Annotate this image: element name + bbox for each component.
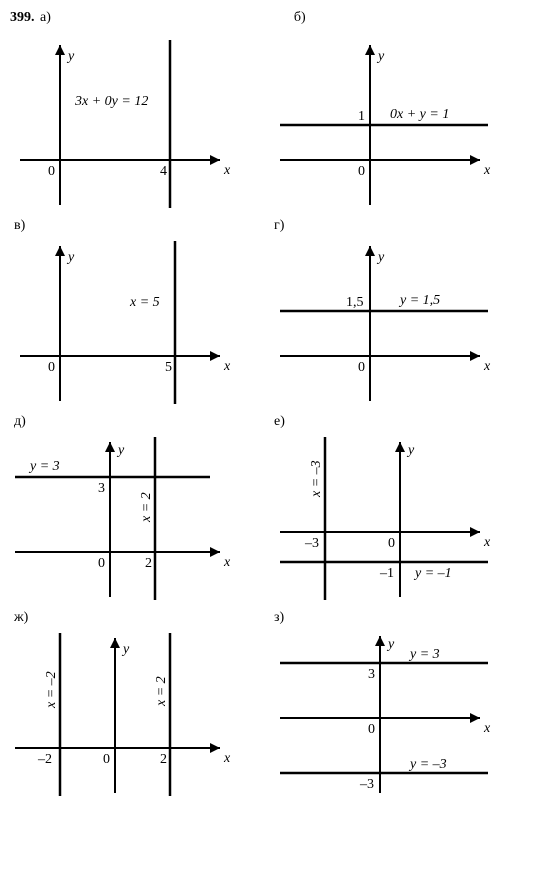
panel-a-label-inline: а) bbox=[40, 10, 51, 25]
x-axis-label: x bbox=[483, 163, 491, 178]
equation-yn1: y = –1 bbox=[413, 566, 452, 581]
equation-g: y = 1,5 bbox=[398, 293, 440, 308]
panel-e: е) y x 0 –3 –1 x = –3 y = –1 bbox=[270, 414, 530, 602]
panel-zh: ж) y x 0 –2 2 x = –2 x = 2 bbox=[10, 610, 270, 798]
panel-g-label: г) bbox=[274, 218, 530, 234]
x-axis-label: x bbox=[483, 359, 491, 374]
row-2: в) y x 0 5 x = 5 г) y x 0 1,5 y = 1,5 bbox=[10, 218, 540, 406]
equation-b: 0x + y = 1 bbox=[390, 107, 449, 122]
origin-label: 0 bbox=[48, 360, 55, 375]
chart-e: y x 0 –3 –1 x = –3 y = –1 bbox=[270, 432, 500, 602]
x-axis-label: x bbox=[223, 751, 231, 766]
panel-z-label: з) bbox=[274, 610, 530, 626]
tick-n2: –2 bbox=[37, 752, 52, 767]
panel-z: з) y x 0 3 –3 y = 3 y = –3 bbox=[270, 610, 530, 798]
y-axis-label: y bbox=[376, 49, 385, 64]
x-axis-label: x bbox=[483, 535, 491, 550]
origin-label: 0 bbox=[98, 556, 105, 571]
y-axis-label: y bbox=[376, 250, 385, 265]
tick-2: 2 bbox=[160, 752, 167, 767]
origin-label: 0 bbox=[388, 536, 395, 551]
chart-v: y x 0 5 x = 5 bbox=[10, 236, 240, 406]
panel-v-label: в) bbox=[14, 218, 270, 234]
panel-b-label-inline: б) bbox=[294, 10, 306, 25]
equation-x2: x = 2 bbox=[154, 676, 169, 707]
x-axis-label: x bbox=[483, 721, 491, 736]
panel-b: y x 0 1 0x + y = 1 bbox=[270, 30, 530, 210]
y-axis-label: y bbox=[386, 637, 395, 652]
panel-e-label: е) bbox=[274, 414, 530, 430]
equation-xn3: x = –3 bbox=[309, 460, 324, 498]
tick-5: 5 bbox=[165, 360, 172, 375]
tick-n1: –1 bbox=[379, 566, 394, 581]
equation-v: x = 5 bbox=[129, 295, 160, 310]
tick-n3: –3 bbox=[359, 777, 374, 792]
row-1: y x 0 4 3x + 0y = 12 y x 0 1 0x + y = 1 bbox=[10, 30, 540, 210]
chart-a: y x 0 4 3x + 0y = 12 bbox=[10, 30, 240, 210]
y-axis-label: y bbox=[121, 642, 130, 657]
tick-1: 1 bbox=[358, 109, 365, 124]
equation-xn2: x = –2 bbox=[44, 671, 59, 709]
y-axis-label: y bbox=[66, 49, 75, 64]
panel-d: д) y x 0 2 3 y = 3 x = 2 bbox=[10, 414, 270, 602]
origin-label: 0 bbox=[48, 164, 55, 179]
chart-zh: y x 0 –2 2 x = –2 x = 2 bbox=[10, 628, 240, 798]
panel-g: г) y x 0 1,5 y = 1,5 bbox=[270, 218, 530, 406]
origin-label: 0 bbox=[358, 360, 365, 375]
panel-zh-label: ж) bbox=[14, 610, 270, 626]
equation-y3: y = 3 bbox=[28, 459, 60, 474]
panel-v: в) y x 0 5 x = 5 bbox=[10, 218, 270, 406]
x-axis-label: x bbox=[223, 163, 231, 178]
tick-1-5: 1,5 bbox=[346, 295, 364, 310]
panel-a: y x 0 4 3x + 0y = 12 bbox=[10, 30, 270, 210]
tick-4: 4 bbox=[160, 164, 167, 179]
y-axis-label: y bbox=[66, 250, 75, 265]
y-axis-label: y bbox=[116, 443, 125, 458]
row-4: ж) y x 0 –2 2 x = –2 x = 2 з) bbox=[10, 610, 540, 798]
tick-n3: –3 bbox=[304, 536, 319, 551]
equation-yn3: y = –3 bbox=[408, 757, 447, 772]
equation-y3: y = 3 bbox=[408, 647, 440, 662]
equation-a: 3x + 0y = 12 bbox=[74, 94, 148, 109]
x-axis-label: x bbox=[223, 555, 231, 570]
tick-3: 3 bbox=[98, 481, 105, 496]
origin-label: 0 bbox=[358, 164, 365, 179]
problem-header: 399. а) б) bbox=[10, 10, 540, 26]
problem-number: 399. bbox=[10, 10, 35, 25]
y-axis-label: y bbox=[406, 443, 415, 458]
x-axis-label: x bbox=[223, 359, 231, 374]
chart-g: y x 0 1,5 y = 1,5 bbox=[270, 236, 500, 406]
chart-z: y x 0 3 –3 y = 3 y = –3 bbox=[270, 628, 500, 798]
origin-label: 0 bbox=[103, 752, 110, 767]
chart-d: y x 0 2 3 y = 3 x = 2 bbox=[10, 432, 240, 602]
row-3: д) y x 0 2 3 y = 3 x = 2 е) bbox=[10, 414, 540, 602]
chart-b: y x 0 1 0x + y = 1 bbox=[270, 30, 500, 210]
equation-x2: x = 2 bbox=[139, 492, 154, 523]
tick-2: 2 bbox=[145, 556, 152, 571]
panel-d-label: д) bbox=[14, 414, 270, 430]
origin-label: 0 bbox=[368, 722, 375, 737]
tick-3: 3 bbox=[368, 667, 375, 682]
